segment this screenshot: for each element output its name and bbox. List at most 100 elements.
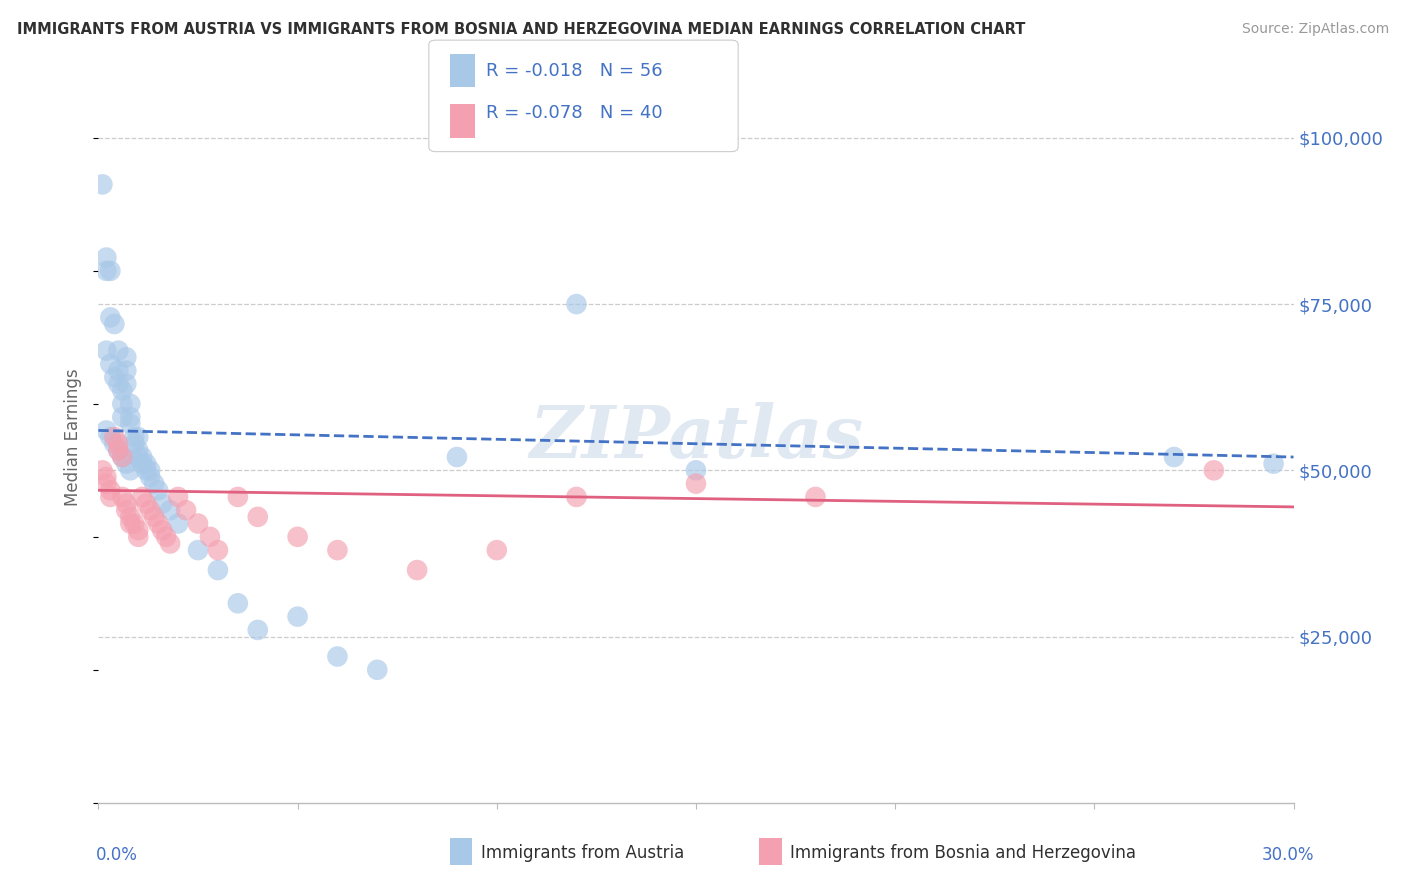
Point [91,178,114,192]
Text: Immigrants from Austria: Immigrants from Austria [481,844,685,862]
Text: 0.0%: 0.0% [96,846,138,863]
Text: Source: ZipAtlas.com: Source: ZipAtlas.com [1241,22,1389,37]
Text: Immigrants from Bosnia and Herzegovina: Immigrants from Bosnia and Herzegovina [790,844,1136,862]
Point [326,543,349,558]
Point [246,509,269,524]
Point [115,363,138,377]
Point [103,370,125,384]
Point [98,264,122,278]
Point [135,497,157,511]
Point [1163,450,1185,464]
Point [1202,463,1225,477]
Point [159,503,181,517]
Point [103,430,125,444]
Point [565,490,588,504]
Point [139,463,162,477]
Point [127,430,149,444]
Point [167,490,190,504]
Point [143,476,166,491]
Point [107,436,129,450]
Point [111,450,134,464]
Point [111,384,134,398]
Point [1263,457,1285,471]
Point [446,450,468,464]
Point [143,509,166,524]
Text: IMMIGRANTS FROM AUSTRIA VS IMMIGRANTS FROM BOSNIA AND HERZEGOVINA MEDIAN EARNING: IMMIGRANTS FROM AUSTRIA VS IMMIGRANTS FR… [17,22,1025,37]
Point [103,436,125,450]
Point [96,470,118,484]
Point [685,463,707,477]
Point [107,443,129,458]
Point [226,596,249,610]
Text: 30.0%: 30.0% [1263,846,1315,863]
Point [150,497,173,511]
Point [115,457,138,471]
Point [246,623,269,637]
Point [115,503,138,517]
Point [98,483,122,498]
Text: ZIPatlas: ZIPatlas [529,401,863,473]
Point [187,516,209,531]
Point [96,264,118,278]
Point [485,543,508,558]
Point [159,536,181,550]
Point [96,424,118,438]
Point [98,430,122,444]
Point [107,376,129,391]
Y-axis label: Median Earnings: Median Earnings [65,368,83,506]
Point [406,563,429,577]
Point [155,530,177,544]
Point [139,503,162,517]
Point [366,663,388,677]
Point [226,490,249,504]
Point [131,457,153,471]
Point [111,397,134,411]
Point [131,490,153,504]
Point [287,530,309,544]
Point [115,376,138,391]
Point [174,503,197,517]
Point [135,457,157,471]
Point [198,530,221,544]
Point [107,343,129,358]
Point [120,397,142,411]
Point [107,443,129,458]
Point [111,410,134,425]
Point [124,430,146,444]
Point [124,516,146,531]
Point [96,476,118,491]
Point [326,649,349,664]
Point [107,363,129,377]
Point [139,470,162,484]
Point [207,543,229,558]
Point [120,410,142,425]
Point [115,351,138,365]
Point [120,509,142,524]
Point [167,516,190,531]
Point [96,251,118,265]
Point [135,463,157,477]
Point [98,310,122,325]
Point [287,609,309,624]
Point [127,450,149,464]
Point [131,450,153,464]
Text: R = -0.018   N = 56: R = -0.018 N = 56 [486,62,664,80]
Point [120,463,142,477]
Point [150,523,173,537]
Point [103,317,125,331]
Text: R = -0.078   N = 40: R = -0.078 N = 40 [486,104,664,122]
Point [98,490,122,504]
Point [127,530,149,544]
Point [127,523,149,537]
Point [115,497,138,511]
Point [98,357,122,371]
Point [685,476,707,491]
Point [111,450,134,464]
Point [148,483,170,498]
Point [111,490,134,504]
Point [804,490,827,504]
Point [565,297,588,311]
Point [187,543,209,558]
Point [91,463,114,477]
Point [127,443,149,458]
